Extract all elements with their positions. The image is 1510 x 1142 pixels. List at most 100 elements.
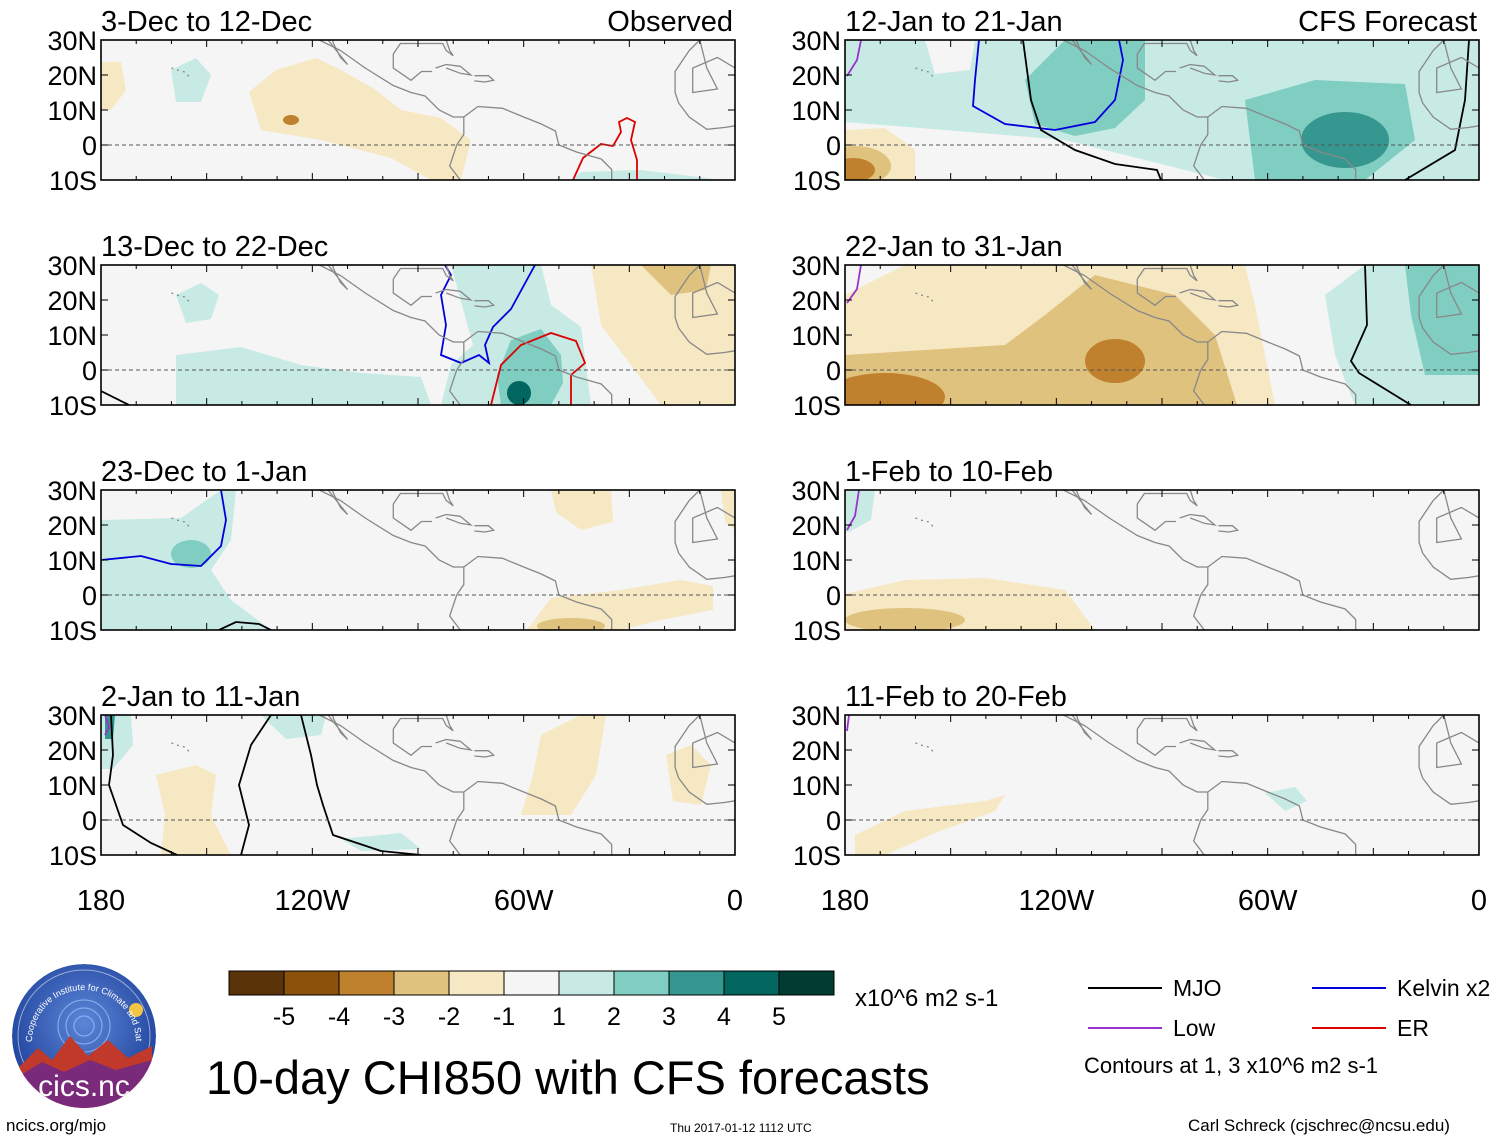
coastline <box>319 265 465 405</box>
anomaly-neg1 <box>527 580 713 630</box>
anomaly-pos2 <box>1405 265 1479 375</box>
coastline <box>692 265 735 319</box>
anomaly-neg1 <box>551 490 613 530</box>
coastline <box>1179 513 1218 527</box>
mjo-contour <box>1404 40 1470 180</box>
coastline <box>1179 738 1218 752</box>
map-panel: 30N 20N 10N 0 10S 2-Jan to 11-Jan <box>47 681 736 871</box>
lat-tick-label: 0 <box>826 806 841 836</box>
footer-url[interactable]: ncics.org/mjo <box>6 1116 107 1135</box>
map-panel: 30N 20N 10N 0 10S 11-Feb to 20-Feb <box>791 681 1480 871</box>
colorbar-label: -3 <box>383 1003 405 1031</box>
coastline <box>1418 265 1479 355</box>
lat-tick-label: 10S <box>49 166 97 196</box>
mjo-contour <box>218 621 272 630</box>
lat-tick-label: 30N <box>791 26 841 56</box>
coastline <box>474 750 496 758</box>
coastline <box>692 715 735 769</box>
lat-tick-label: 0 <box>82 806 97 836</box>
anomaly-neg2 <box>845 608 965 630</box>
contour-note: Contours at 1, 3 x10^6 m2 s-1 <box>1084 1053 1379 1078</box>
cics-logo: Cooperative Institute for Climate and Sa… <box>12 964 156 1108</box>
coastline <box>319 715 465 855</box>
lat-tick-label: 0 <box>82 131 97 161</box>
lat-tick-label: 0 <box>82 356 97 386</box>
lat-tick-label: 30N <box>791 476 841 506</box>
map-panel: 30N 20N 10N 0 10S 23-Dec to 1-Jan <box>47 456 736 646</box>
coastline <box>1136 279 1177 307</box>
coastline <box>463 780 613 855</box>
coastline <box>674 490 735 580</box>
colorbar-swatch <box>338 970 395 996</box>
map-panel: 30N 20N 10N 0 10S 22-Jan to 31-Jan <box>791 231 1480 421</box>
colorbar-label: -2 <box>438 1003 460 1031</box>
coastlines <box>171 40 735 180</box>
coastline <box>674 40 735 130</box>
kelvin-contour <box>972 40 1124 131</box>
lat-tick-label: 20N <box>47 61 97 91</box>
anomaly-pos1 <box>171 58 211 102</box>
coastline <box>674 715 735 805</box>
lat-tick-label: 10N <box>47 771 97 801</box>
coastline <box>1071 265 1093 290</box>
mjo-contour <box>1349 265 1412 405</box>
coastline <box>1436 490 1479 544</box>
colorbar-swatch <box>503 970 560 996</box>
coastline <box>1071 40 1093 65</box>
coastline <box>435 63 474 77</box>
coastline <box>1136 40 1198 57</box>
kelvin-contour <box>101 490 227 567</box>
low-contour <box>846 40 862 77</box>
coastline <box>1071 490 1093 515</box>
low-contour <box>846 265 862 304</box>
map-panel: 30N 20N 10N 0 10S 13-Dec to 22-Dec <box>47 231 736 421</box>
coastlines <box>171 715 735 855</box>
anomaly-pos3 <box>1301 112 1389 168</box>
coastlines <box>915 715 1479 855</box>
lat-tick-label: 20N <box>791 286 841 316</box>
coastline <box>692 490 735 544</box>
coastline <box>1207 780 1357 855</box>
anomaly-pos1 <box>261 715 326 739</box>
lon-tick-label: 120W <box>1018 885 1094 917</box>
lat-tick-label: 0 <box>826 131 841 161</box>
anomaly-pos2 <box>1025 40 1145 136</box>
footer-author: Carl Schreck (cjschrec@ncsu.edu) <box>1188 1116 1450 1135</box>
panel-title: 1-Feb to 10-Feb <box>845 456 1053 488</box>
coastline <box>692 40 735 94</box>
shading-layer <box>845 265 1479 405</box>
colorbar-swatch <box>668 970 725 996</box>
coastline <box>392 54 433 82</box>
colorbar-swatch <box>448 970 505 996</box>
low-contour <box>104 715 110 736</box>
shading-layer <box>101 715 711 855</box>
legend: MJO Kelvin x2 Low ER <box>1088 975 1490 1041</box>
coastline <box>463 330 613 405</box>
anomaly-neg3 <box>283 115 299 125</box>
coastline <box>1436 715 1479 769</box>
lon-tick-label: 0 <box>727 885 743 917</box>
coastlines <box>171 265 735 405</box>
colorbar-swatch <box>613 970 670 996</box>
coastline <box>1218 75 1240 83</box>
coastline <box>1418 490 1479 580</box>
coastline <box>1136 265 1198 282</box>
anomaly-pos2 <box>171 540 211 568</box>
lat-tick-label: 10N <box>791 546 841 576</box>
lat-tick-label: 10N <box>47 546 97 576</box>
colorbar-label: -1 <box>493 1003 515 1031</box>
lat-tick-label: 10N <box>791 321 841 351</box>
coastline <box>1218 300 1240 308</box>
panel-title: 11-Feb to 20-Feb <box>845 681 1067 713</box>
column-header: CFS Forecast <box>1298 6 1477 38</box>
coastlines <box>915 490 1479 630</box>
panel-title: 12-Jan to 21-Jan <box>845 6 1063 38</box>
anomaly-pos1 <box>341 833 421 851</box>
anomaly-neg2 <box>641 265 711 295</box>
coastline <box>1136 490 1198 507</box>
lat-tick-label: 20N <box>791 736 841 766</box>
colorbar-swatch <box>283 970 340 996</box>
coastline <box>474 75 496 83</box>
coastline <box>1218 750 1240 758</box>
anomaly-pos1 <box>176 347 431 405</box>
